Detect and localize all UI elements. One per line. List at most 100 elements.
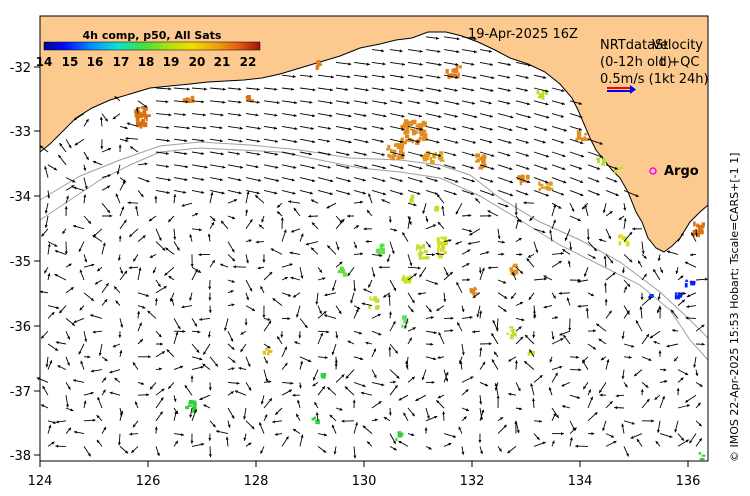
current-arrow xyxy=(260,285,265,294)
current-arrow xyxy=(293,207,301,217)
current-arrow xyxy=(618,215,625,221)
current-arrow xyxy=(497,125,513,132)
current-arrow xyxy=(479,446,483,455)
lon-tick: 124 xyxy=(28,474,53,489)
current-arrow xyxy=(173,433,184,437)
current-arrow xyxy=(101,282,109,294)
current-arrow xyxy=(425,151,442,157)
current-arrow xyxy=(227,177,242,182)
sst-pixel xyxy=(411,195,414,198)
sst-pixel xyxy=(138,113,141,117)
current-arrow xyxy=(117,433,121,446)
current-arrow xyxy=(407,100,421,105)
current-arrow xyxy=(245,279,253,292)
current-arrow xyxy=(227,367,235,371)
current-arrow xyxy=(164,266,175,276)
current-arrow xyxy=(407,273,418,281)
current-arrow xyxy=(73,379,85,383)
current-arrow xyxy=(371,418,378,422)
sst-pixel xyxy=(614,169,617,174)
current-arrow xyxy=(308,214,319,218)
current-arrow xyxy=(331,424,337,434)
current-arrow xyxy=(497,305,507,312)
current-arrow xyxy=(335,100,350,105)
current-arrow xyxy=(173,395,177,402)
sst-pixel xyxy=(407,129,410,134)
current-arrow xyxy=(173,318,181,330)
current-arrow xyxy=(623,420,635,425)
current-arrow xyxy=(260,395,265,405)
current-arrow xyxy=(404,318,409,329)
colorbar-tick: 18 xyxy=(138,55,155,69)
current-arrow xyxy=(605,359,610,370)
current-arrow xyxy=(276,336,283,345)
current-arrow xyxy=(129,146,139,153)
current-arrow xyxy=(243,407,247,420)
current-arrow xyxy=(389,343,399,354)
current-arrow xyxy=(227,356,236,364)
current-arrow xyxy=(371,267,376,278)
sst-pixel xyxy=(415,124,419,128)
current-arrow xyxy=(407,189,421,195)
current-arrow xyxy=(695,437,703,447)
sst-pixel xyxy=(541,96,545,100)
current-arrow xyxy=(515,317,525,322)
sst-pixel xyxy=(400,154,405,160)
current-arrow xyxy=(114,96,121,102)
current-arrow xyxy=(147,310,157,319)
current-arrow xyxy=(605,210,613,217)
current-arrow xyxy=(389,138,404,144)
current-arrow xyxy=(125,136,139,140)
current-arrow xyxy=(689,253,697,257)
sst-pixel xyxy=(423,133,427,138)
current-arrow xyxy=(549,356,553,363)
current-arrow xyxy=(353,279,357,292)
sst-pixel xyxy=(420,256,426,260)
current-arrow xyxy=(569,125,583,131)
current-arrow xyxy=(254,194,265,204)
current-arrow xyxy=(155,446,160,457)
current-arrow xyxy=(455,202,463,215)
sst-pixel xyxy=(403,319,406,324)
sst-pixel xyxy=(549,188,554,191)
current-arrow xyxy=(365,341,373,345)
current-arrow xyxy=(533,151,550,158)
sst-pixel xyxy=(137,122,140,128)
current-arrow xyxy=(317,125,331,130)
sst-pixel xyxy=(191,400,196,405)
sst-pixel xyxy=(602,158,606,163)
current-arrow xyxy=(297,399,301,409)
current-arrow xyxy=(365,240,373,244)
colorbar-tick: 22 xyxy=(240,55,257,69)
current-arrow xyxy=(312,369,319,381)
current-arrow xyxy=(190,433,194,444)
current-arrow xyxy=(101,298,108,306)
current-arrow xyxy=(497,113,514,119)
current-arrow xyxy=(101,113,109,122)
current-arrow xyxy=(403,412,409,422)
current-arrow xyxy=(101,202,111,214)
current-arrow xyxy=(190,375,194,383)
current-arrow xyxy=(587,292,595,297)
current-arrow xyxy=(65,318,76,326)
sst-pixel xyxy=(421,155,426,159)
lon-tick: 130 xyxy=(352,474,377,489)
sst-pixel xyxy=(267,349,273,353)
legend-line2-b: t +QC xyxy=(660,55,699,70)
current-arrow xyxy=(407,49,423,53)
current-arrow xyxy=(245,382,252,391)
current-arrow xyxy=(569,241,573,251)
current-arrow xyxy=(605,164,618,170)
current-arrow xyxy=(389,320,396,332)
current-arrow xyxy=(677,299,686,306)
current-arrow xyxy=(65,382,71,390)
current-arrow xyxy=(191,138,205,143)
sst-pixel xyxy=(517,175,521,178)
sst-pixel xyxy=(391,155,396,161)
current-arrow xyxy=(299,100,313,104)
current-arrow xyxy=(515,189,529,196)
current-arrow xyxy=(115,193,121,204)
sst-pixel xyxy=(319,63,322,66)
current-arrow xyxy=(281,362,288,370)
current-arrow xyxy=(435,252,445,256)
